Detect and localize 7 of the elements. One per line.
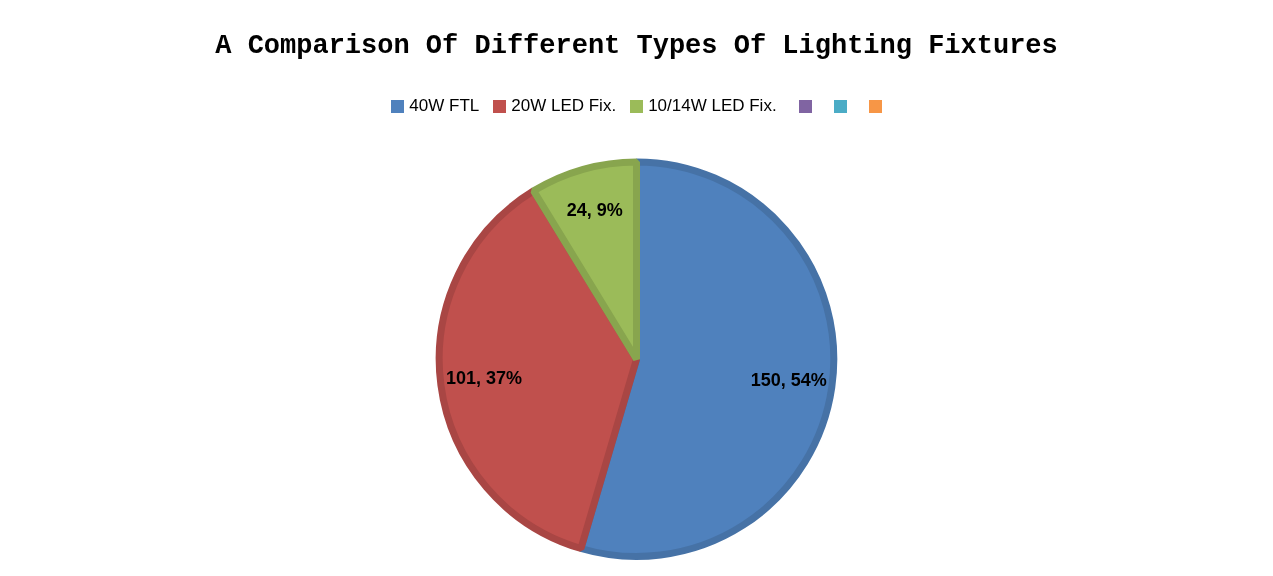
data-label: 150, 54% [750, 370, 827, 391]
chart-title: A Comparison Of Different Types Of Lighting Fixtures [215, 31, 1058, 61]
data-label: 101, 37% [445, 368, 522, 389]
data-label: 24, 9% [566, 200, 623, 221]
legend-label: 10/14W LED Fix. [648, 96, 777, 116]
legend-label: 20W LED Fix. [511, 96, 617, 116]
legend-label: 40W FTL [409, 96, 480, 116]
